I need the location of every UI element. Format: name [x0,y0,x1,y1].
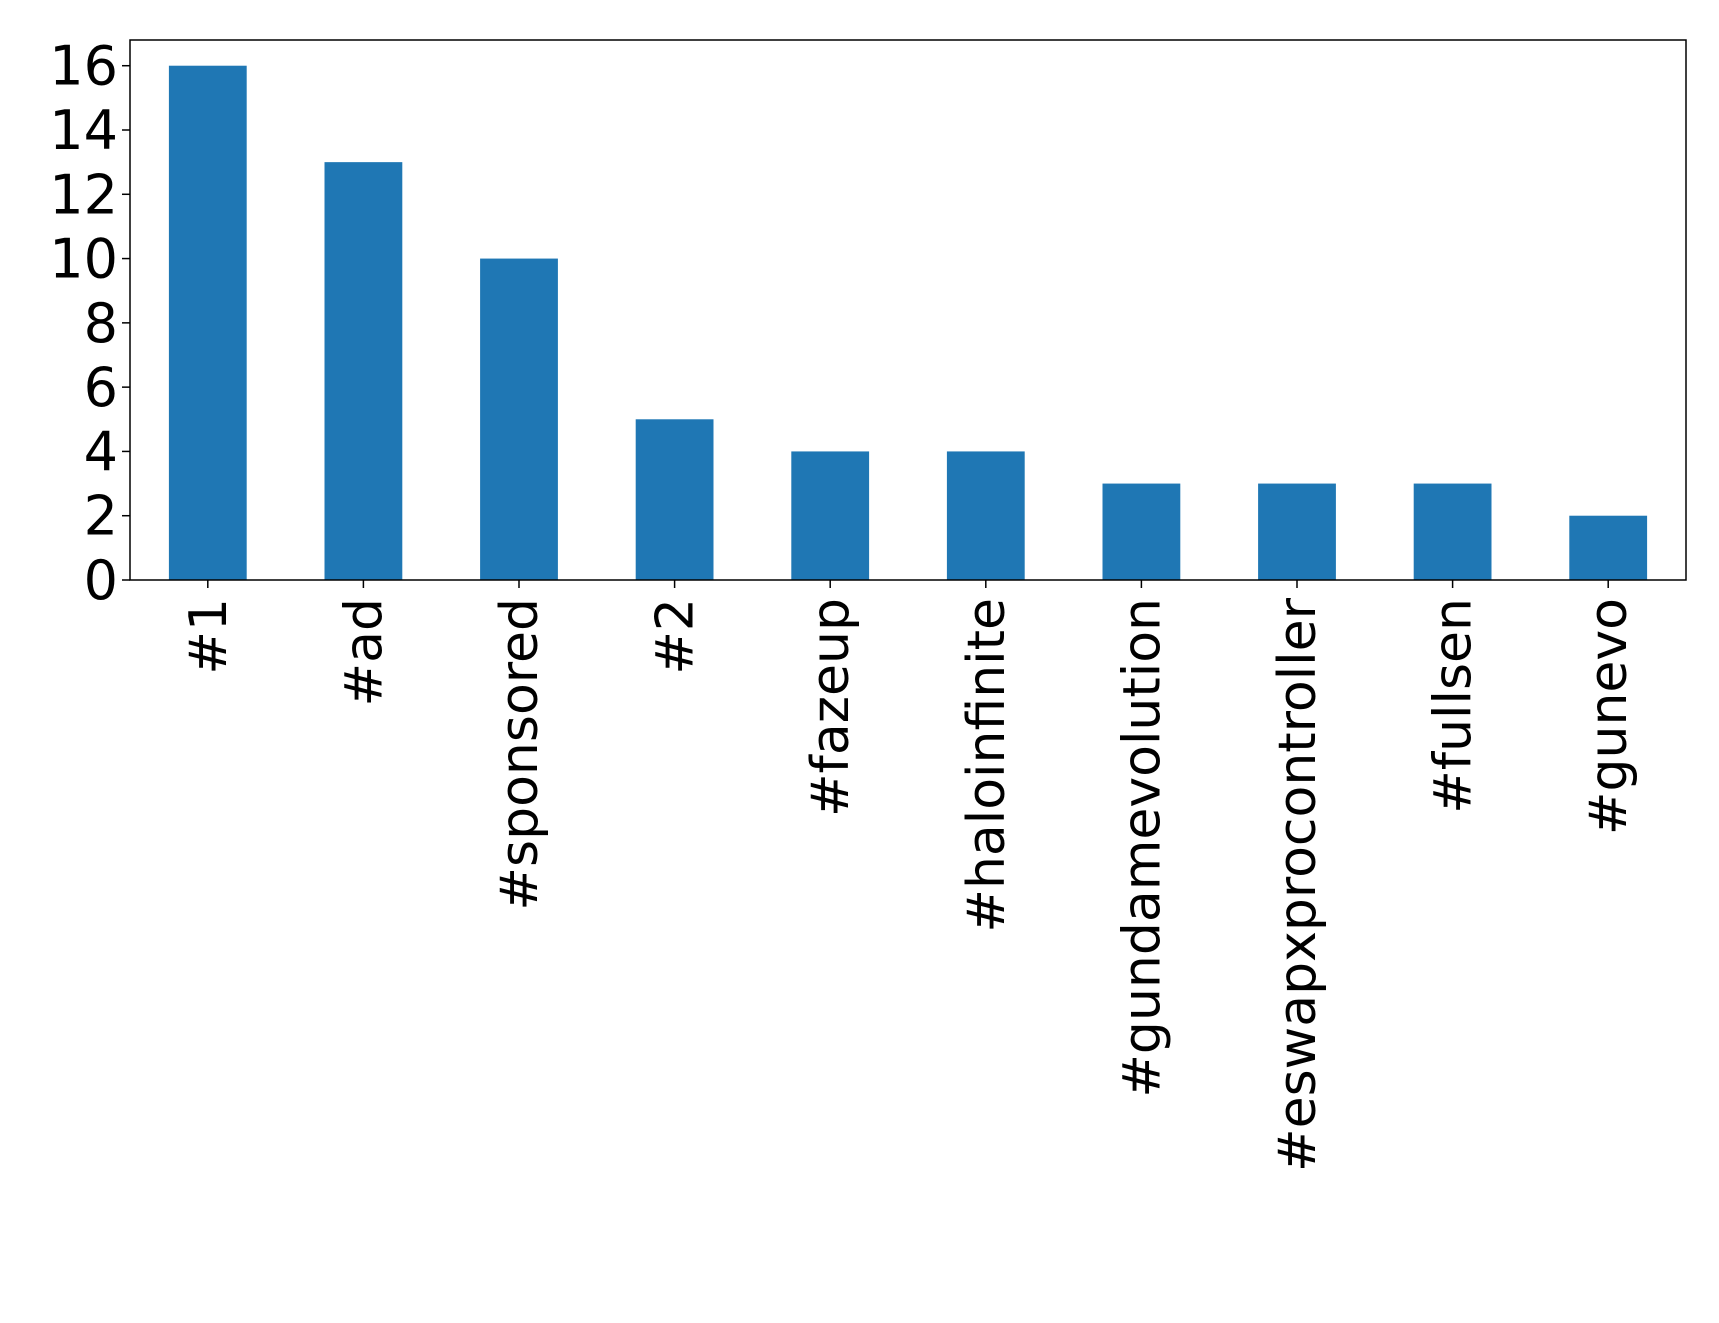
y-tick-label-0: 0 [84,549,118,612]
y-tick-label-3: 6 [84,356,118,419]
y-tick-label-5: 10 [49,228,118,291]
bar-0 [168,65,247,580]
x-tick-label-3: #2 [646,598,706,675]
x-tick-label-6: #gundamevolution [1112,598,1172,1098]
y-tick-label-6: 12 [49,163,118,226]
bar-8 [1413,483,1492,580]
bar-1 [324,162,403,580]
x-axis: #1 #ad #sponsored #2 #fazeup #haloinfinite #gu… [179,580,1639,1172]
y-tick-label-4: 8 [84,292,118,355]
x-tick-label-4: #fazeup [801,598,861,817]
bar-9 [1569,515,1648,580]
x-tick-label-8: #fullsen [1424,598,1484,814]
x-tick-label-2: #sponsored [490,598,550,911]
y-tick-label-8: 16 [49,35,118,98]
x-tick-label-9: #gunevo [1579,598,1639,835]
x-tick-label-1: #ad [334,598,394,706]
y-tick-label-2: 4 [84,420,118,483]
bar-3 [635,419,714,580]
x-tick-label-5: #haloinfinite [957,598,1017,933]
y-tick-label-7: 14 [49,99,118,162]
bar-6 [1102,483,1181,580]
plot-frame [129,39,1687,581]
x-tick-label-0: #1 [179,598,239,675]
y-tick-label-1: 2 [84,485,118,548]
bars-group [168,65,1648,580]
bar-7 [1258,483,1336,580]
bar-5 [946,451,1025,580]
x-tick-label-7: #eswapxprocontroller [1268,597,1328,1172]
bar-4 [791,451,870,580]
bar-2 [480,258,558,580]
